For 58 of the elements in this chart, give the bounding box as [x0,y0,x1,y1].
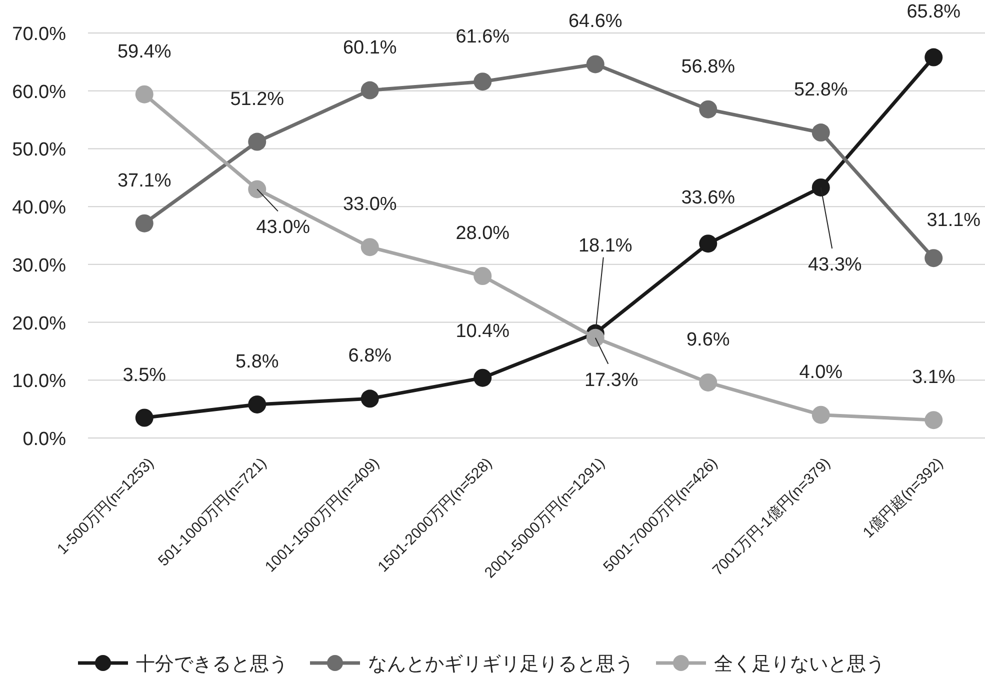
point [360,81,379,100]
point [135,408,154,427]
legend-label: 全く足りないと思う [714,654,885,675]
data-label: 3.1% [912,367,956,388]
data-label: 37.1% [117,170,172,192]
y-tick-label: 60.0% [12,82,66,103]
point [248,395,266,414]
data-label: 28.0% [456,223,510,244]
y-tick-label: 20.0% [12,313,66,334]
data-label: 33.0% [342,194,397,216]
point [699,100,718,118]
data-label: 52.8% [794,80,848,101]
data-label: 64.6% [568,11,622,32]
point [924,411,943,430]
point [474,267,492,285]
point [135,85,154,104]
data-label: 43.3% [808,254,862,276]
y-tick-label: 10.0% [12,371,66,392]
y-tick-label: 0.0% [22,429,66,450]
data-label: 3.5% [122,364,166,386]
y-tick-label: 70.0% [12,24,66,45]
y-tick-label: 30.0% [12,255,66,276]
y-tick-label: 50.0% [12,140,66,161]
point [474,368,492,387]
data-label: 56.8% [681,56,736,78]
point [135,214,154,232]
data-label: 4.0% [799,362,843,383]
data-label: 61.6% [456,26,510,48]
point [812,178,830,196]
data-label: 51.2% [230,88,284,110]
data-label: 18.1% [578,235,632,256]
legend-label: なんとかギリギリ足りると思う [368,654,634,675]
point [586,328,604,347]
point [924,249,943,268]
data-label: 59.4% [117,41,172,62]
point [812,406,830,424]
data-label: 5.8% [235,351,279,372]
point [924,48,943,66]
legend-label: 十分できると思う [136,654,288,675]
point [699,373,718,392]
point [699,234,718,253]
data-label: 10.4% [456,320,510,342]
data-label: 43.0% [256,217,310,238]
point [248,132,266,151]
data-label: 6.8% [348,346,392,367]
data-label: 31.1% [926,210,981,232]
data-label: 33.6% [681,188,736,209]
y-tick-label: 40.0% [12,198,66,219]
point [248,180,266,198]
data-label: 17.3% [584,370,638,391]
point [474,72,492,91]
data-label: 65.8% [906,1,961,22]
point [586,55,604,74]
data-label: 9.6% [686,329,730,350]
point [360,238,379,256]
point [360,390,379,408]
data-label: 60.1% [342,37,397,58]
point [812,124,830,142]
